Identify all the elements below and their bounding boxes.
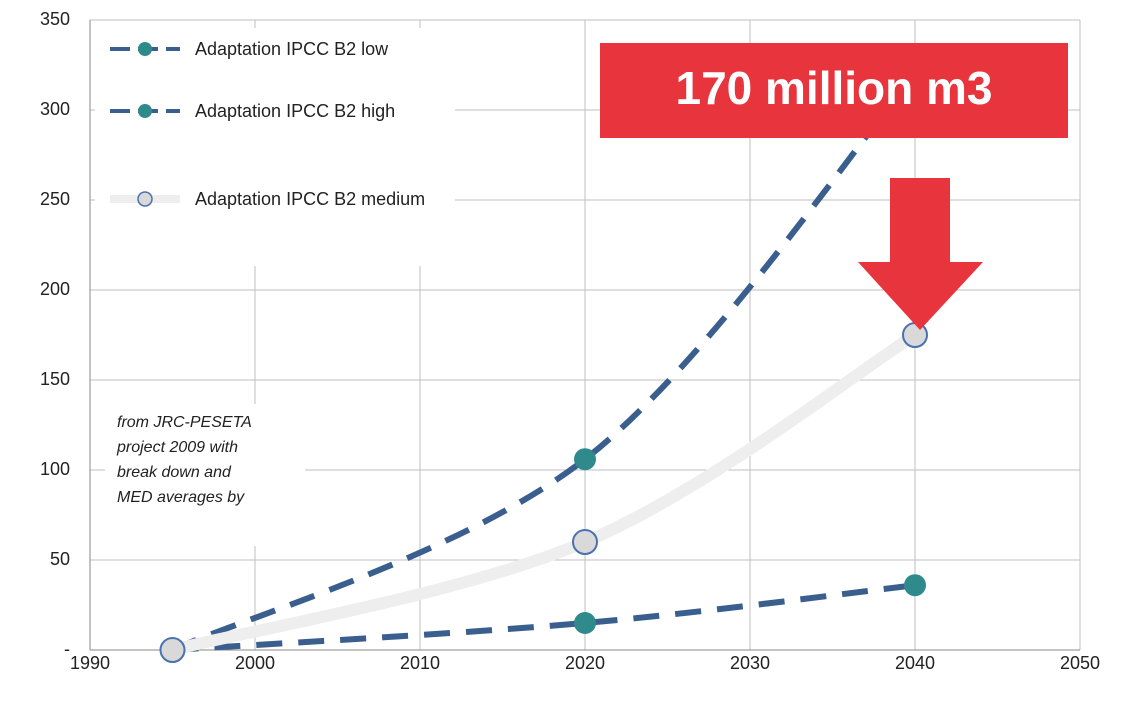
note-line: MED averages by xyxy=(117,489,245,506)
legend: Adaptation IPCC B2 low Adaptation IPCC B2… xyxy=(95,28,455,266)
x-tick-label: 2010 xyxy=(400,653,440,673)
y-tick-label: 100 xyxy=(40,459,70,479)
marker xyxy=(574,448,596,471)
series-line xyxy=(171,72,918,653)
callout: 170 million m3 xyxy=(600,43,1068,138)
series-line xyxy=(172,582,916,653)
x-tick-label: 2040 xyxy=(895,653,935,673)
marker xyxy=(159,637,186,663)
legend-entry: Adaptation IPCC B2 high xyxy=(95,90,455,178)
arrow-head xyxy=(858,262,983,330)
x-tick-label: 2050 xyxy=(1060,653,1100,673)
x-tick-label: 2030 xyxy=(730,653,770,673)
legend-label: Adaptation IPCC B2 high xyxy=(195,101,396,121)
marker xyxy=(572,529,598,555)
note-line: break down and xyxy=(117,464,231,481)
y-tick-label: 50 xyxy=(50,549,70,569)
marker xyxy=(902,322,928,348)
legend-entry: Adaptation IPCC B2 low xyxy=(95,28,455,90)
x-tick-label: 1990 xyxy=(70,653,110,673)
y-tick-label: - xyxy=(64,639,70,659)
note-line: from JRC-PESETA xyxy=(117,414,252,431)
legend-label: Adaptation IPCC B2 low xyxy=(195,39,389,59)
legend-marker xyxy=(138,104,152,118)
legend-marker xyxy=(137,191,153,207)
y-tick-label: 150 xyxy=(40,369,70,389)
legend-icon xyxy=(110,104,180,118)
legend-icon xyxy=(110,42,180,56)
y-tick-label: 350 xyxy=(40,9,70,29)
x-tick-label: 2020 xyxy=(565,653,605,673)
legend-entry: Adaptation IPCC B2 medium xyxy=(95,178,455,266)
legend-label: Adaptation IPCC B2 medium xyxy=(195,189,426,209)
callout-text: 170 million m3 xyxy=(675,62,992,114)
y-tick-label: 250 xyxy=(40,189,70,209)
x-tick-label: 2000 xyxy=(235,653,275,673)
legend-marker xyxy=(138,42,152,56)
marker xyxy=(574,612,596,634)
note-line: project 2009 with xyxy=(117,439,238,456)
marker xyxy=(904,574,926,597)
callout-box xyxy=(600,43,1068,138)
arrow-shaft xyxy=(890,178,950,264)
note-box: from JRC-PESETA project 2009 with break do… xyxy=(105,404,305,546)
y-tick-label: 200 xyxy=(40,279,70,299)
legend-icon xyxy=(110,191,180,207)
y-tick-label: 300 xyxy=(40,99,70,119)
